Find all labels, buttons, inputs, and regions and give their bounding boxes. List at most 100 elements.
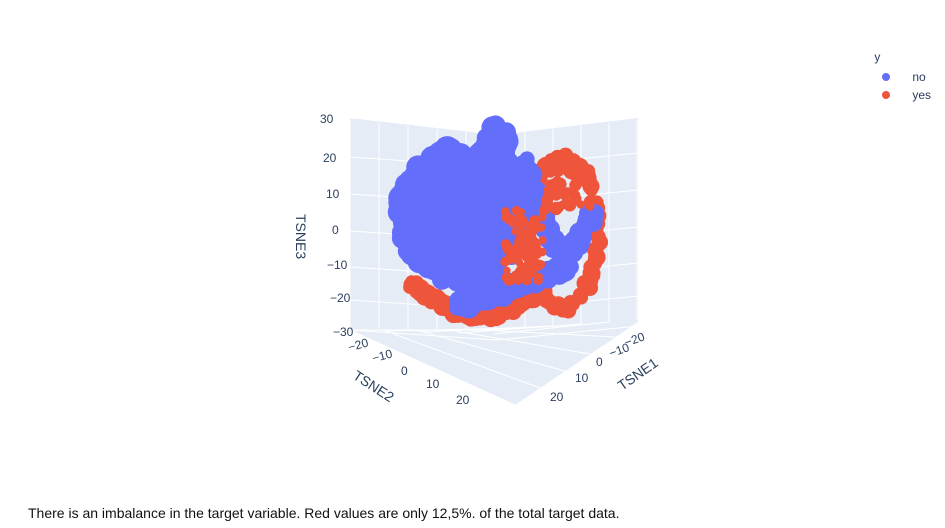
point-no	[471, 235, 498, 261]
gridline	[421, 325, 554, 333]
point-no	[474, 179, 498, 203]
point-no	[409, 207, 436, 234]
point-no	[573, 227, 592, 246]
z-tick-10: 10	[326, 187, 340, 201]
gridline	[349, 329, 516, 406]
z-axis-title: TSNE3	[293, 214, 309, 259]
y-tick-neg10: −10	[371, 346, 395, 365]
scatter-points	[387, 115, 609, 328]
legend: y no yes	[872, 50, 931, 104]
point-yes	[420, 284, 434, 297]
point-yes	[524, 241, 531, 248]
legend-marker-no	[882, 73, 891, 81]
point-yes	[500, 239, 511, 250]
point-no	[519, 166, 535, 182]
y-axis-title: TSNE2	[350, 367, 397, 405]
point-yes	[541, 200, 554, 213]
point-no	[488, 156, 508, 175]
point-yes	[586, 256, 602, 272]
floor-plane	[350, 322, 638, 405]
z-tick-0: 0	[332, 223, 339, 237]
z-tick-30: 30	[320, 112, 334, 126]
point-yes	[430, 289, 446, 305]
legend-item-no[interactable]: no	[872, 68, 931, 86]
point-yes	[515, 258, 524, 267]
caption-text: There is an imbalance in the target vari…	[28, 505, 620, 521]
point-no	[481, 132, 504, 155]
point-yes	[501, 212, 511, 223]
point-yes	[550, 189, 562, 201]
point-yes	[512, 242, 523, 253]
point-no	[457, 153, 478, 175]
point-yes	[521, 274, 533, 286]
point-yes	[569, 195, 580, 206]
point-no	[492, 281, 513, 302]
point-no	[423, 248, 443, 268]
point-yes	[551, 164, 565, 177]
gridline	[448, 329, 591, 355]
x-tick-0: 0	[596, 355, 603, 369]
legend-title: y	[874, 50, 881, 64]
y-tick-10: 10	[426, 377, 440, 391]
z-tick-neg10: −10	[327, 258, 348, 272]
point-yes	[581, 279, 599, 296]
point-no	[485, 115, 506, 136]
point-yes	[570, 293, 584, 306]
point-yes	[516, 221, 526, 231]
legend-label-no: no	[912, 70, 926, 84]
point-yes	[516, 264, 526, 275]
point-yes	[535, 272, 543, 280]
point-yes	[576, 172, 589, 185]
point-no	[468, 291, 489, 312]
point-no	[418, 153, 440, 174]
legend-item-yes[interactable]: yes	[872, 86, 931, 104]
point-no	[408, 187, 428, 207]
y-tick-20: 20	[456, 393, 470, 407]
y-tick-neg20: −20	[347, 335, 371, 354]
gridline	[349, 117, 498, 129]
point-no	[440, 249, 460, 269]
point-no	[432, 270, 452, 290]
point-yes	[531, 249, 542, 260]
point-yes	[524, 255, 535, 266]
point-no	[454, 204, 473, 223]
y-tick-0: 0	[401, 364, 408, 378]
point-yes	[549, 177, 563, 191]
point-no	[553, 260, 572, 278]
gridline	[349, 329, 498, 341]
x-axis-title: TSNE1	[615, 354, 661, 393]
point-yes	[585, 177, 595, 186]
point-yes	[511, 227, 519, 236]
x-tick-10: 10	[575, 371, 589, 385]
point-yes	[408, 275, 425, 292]
point-yes	[538, 236, 547, 245]
x-tick-neg20: −20	[623, 329, 647, 349]
point-yes	[507, 274, 517, 284]
z-tick-neg20: −20	[330, 291, 351, 305]
point-yes	[561, 163, 574, 177]
point-yes	[500, 256, 511, 267]
x-tick-neg10: −10	[607, 340, 631, 360]
point-no	[519, 151, 535, 167]
point-no	[551, 236, 568, 254]
point-yes	[531, 259, 544, 271]
point-no	[576, 213, 594, 231]
point-yes	[524, 224, 534, 234]
point-yes	[590, 229, 606, 245]
point-yes	[585, 201, 595, 211]
gridline	[415, 329, 566, 372]
gridline	[493, 321, 610, 335]
point-yes	[528, 236, 540, 247]
z-tick-20: 20	[323, 151, 337, 165]
gridline	[496, 113, 639, 129]
point-yes	[511, 205, 522, 216]
point-yes	[503, 266, 511, 275]
gridline	[457, 323, 582, 334]
point-no	[526, 194, 541, 210]
point-no	[472, 255, 491, 274]
x-tick-20: 20	[550, 390, 564, 404]
point-yes	[537, 223, 546, 232]
point-yes	[562, 187, 573, 197]
gridline	[496, 325, 639, 341]
